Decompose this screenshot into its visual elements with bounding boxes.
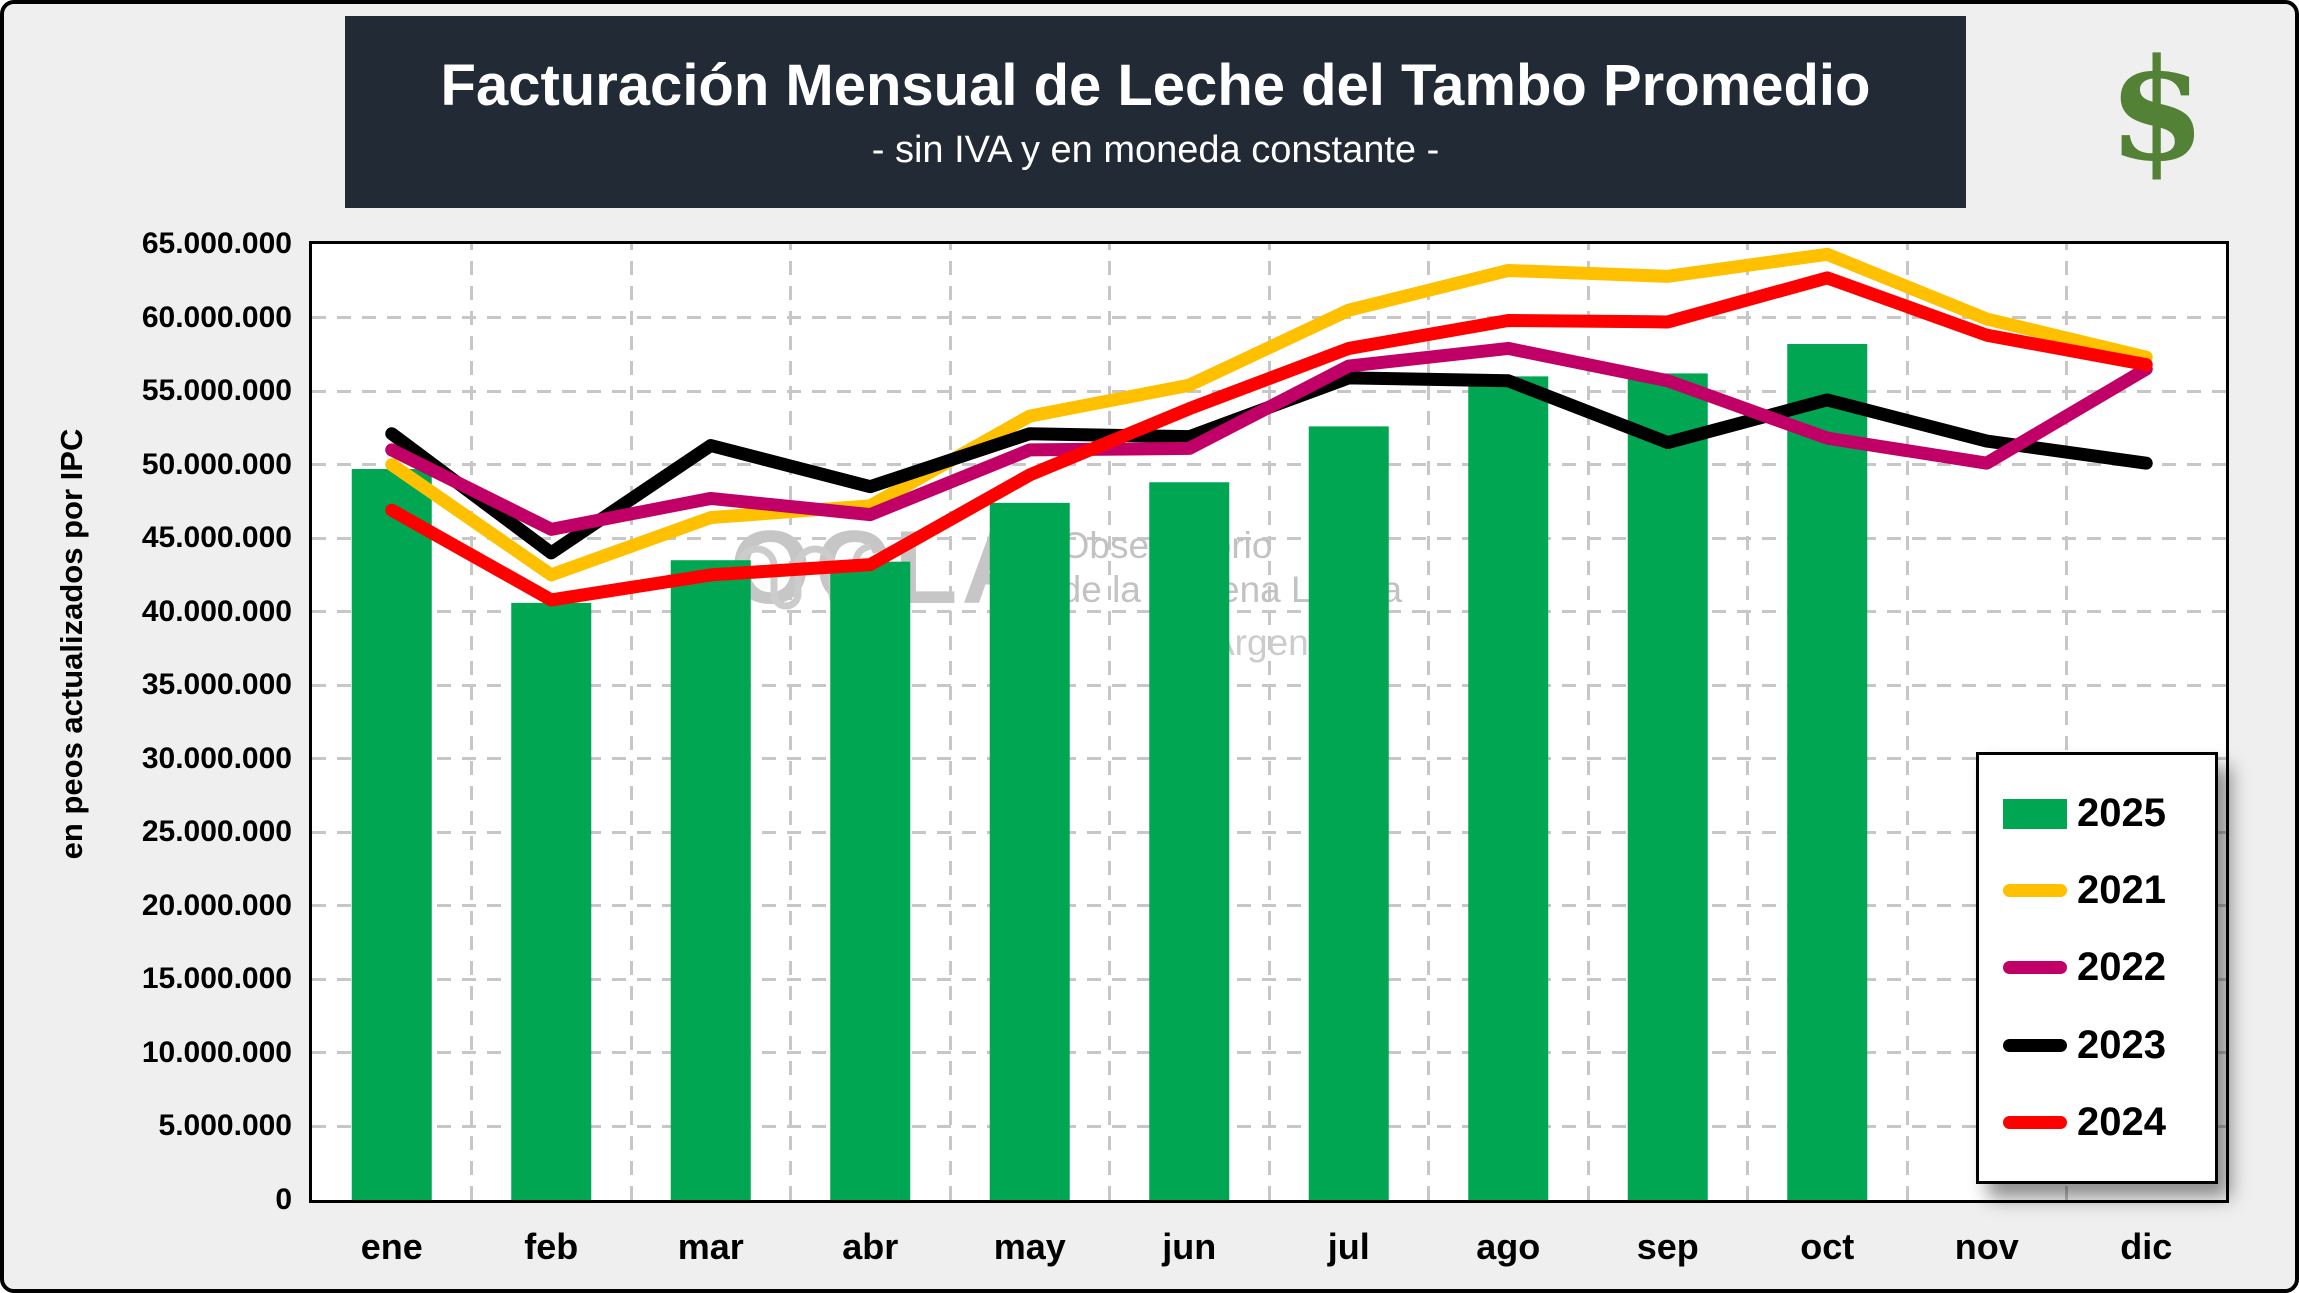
y-tick-label: 65.000.000: [141, 227, 292, 260]
x-tick-label: abr: [842, 1226, 899, 1267]
legend-label-2023: 2023: [2077, 1022, 2166, 1067]
legend-label-2025: 2025: [2077, 791, 2166, 836]
gridline-vertical: [470, 244, 473, 1200]
chart-canvas: [351, 247, 2153, 1200]
gridline-vertical: [1905, 244, 1909, 1200]
x-tick-label: ene: [360, 1226, 423, 1267]
y-tick-label: 50.000.000: [141, 447, 292, 481]
x-tick-label: mar: [677, 1226, 744, 1267]
bar-2025-feb: [511, 602, 592, 1200]
legend: 2025 2021 2022 2023 2024: [1976, 752, 2218, 1184]
line-series-2021: [385, 247, 2153, 582]
gridline-vertical: [1746, 244, 1749, 1200]
bar-2025-jul: [1308, 426, 1389, 1200]
chart-title-bar: Facturación Mensual de Leche del Tambo P…: [345, 16, 1966, 208]
gridline-vertical: [629, 244, 633, 1200]
legend-item-2025: 2025: [2003, 791, 2215, 836]
legend-label-2022: 2022: [2077, 945, 2166, 990]
chart-subtitle: - sin IVA y en moneda constante -: [871, 129, 1440, 171]
legend-swatch-2024: [2003, 1115, 2067, 1129]
legend-label-2024: 2024: [2077, 1099, 2166, 1144]
bar-2025-mar: [670, 560, 751, 1200]
y-tick-label: 20.000.000: [141, 888, 292, 922]
bar-2025-sep: [1627, 373, 1708, 1200]
chart-title: Facturación Mensual de Leche del Tambo P…: [440, 53, 1871, 118]
y-tick-label: 35.000.000: [141, 668, 292, 702]
gridline-vertical: [1267, 244, 1271, 1200]
plot-area: OCLA Observatorio de la Cadena Láctea Ar…: [309, 241, 2229, 1203]
gridline-vertical: [948, 244, 952, 1200]
legend-swatch-2021: [2003, 884, 2067, 898]
gridline-vertical: [2065, 244, 2068, 1200]
x-tick-label: jun: [1162, 1226, 1217, 1267]
y-tick-label: 10.000.000: [141, 1035, 292, 1069]
gridline-vertical: [1427, 244, 1430, 1200]
bar-2025-oct: [1787, 344, 1868, 1200]
legend-swatch-2023: [2003, 1038, 2067, 1052]
legend-item-2022: 2022: [2003, 945, 2215, 990]
legend-item-2024: 2024: [2003, 1100, 2215, 1145]
y-tick-label: 0: [275, 1183, 292, 1216]
bar-2025-ene: [351, 469, 432, 1200]
y-tick-label: 25.000.000: [141, 815, 292, 849]
legend-swatch-2025: [2003, 798, 2067, 829]
line-series-2024: [385, 271, 2153, 607]
x-tick-label: dic: [2120, 1226, 2173, 1267]
y-tick-label: 30.000.000: [141, 741, 292, 775]
legend-label-2021: 2021: [2077, 868, 2166, 913]
x-tick-label: sep: [1636, 1226, 1699, 1267]
bar-2025-abr: [830, 561, 911, 1200]
legend-item-2023: 2023: [2003, 1023, 2215, 1068]
gridline-vertical: [789, 244, 792, 1200]
x-tick-label: ago: [1476, 1226, 1541, 1267]
y-tick-label: 45.000.000: [141, 521, 292, 555]
dollar-icon: $: [2108, 29, 2206, 193]
y-tick-label: 5.000.000: [158, 1109, 292, 1143]
bar-2025-jun: [1149, 482, 1230, 1200]
legend-item-2021: 2021: [2003, 868, 2215, 913]
bar-2025-may: [989, 502, 1070, 1200]
y-tick-label: 40.000.000: [141, 594, 292, 628]
legend-swatch-2022: [2003, 961, 2067, 975]
x-tick-label: may: [993, 1226, 1066, 1267]
x-tick-label: feb: [524, 1226, 579, 1267]
bar-series-2025: [351, 344, 1868, 1200]
x-tick-label: jul: [1327, 1226, 1370, 1267]
bar-2025-ago: [1468, 376, 1549, 1200]
y-tick-label: 60.000.000: [141, 300, 292, 334]
y-tick-label: 15.000.000: [141, 962, 292, 996]
x-tick-label: nov: [1954, 1226, 2019, 1267]
x-tick-label: oct: [1800, 1226, 1855, 1267]
line-series-2022: [385, 341, 2153, 536]
y-tick-label: 55.000.000: [141, 374, 292, 408]
gridline-vertical: [1586, 244, 1590, 1200]
gridline-vertical: [1108, 244, 1111, 1200]
